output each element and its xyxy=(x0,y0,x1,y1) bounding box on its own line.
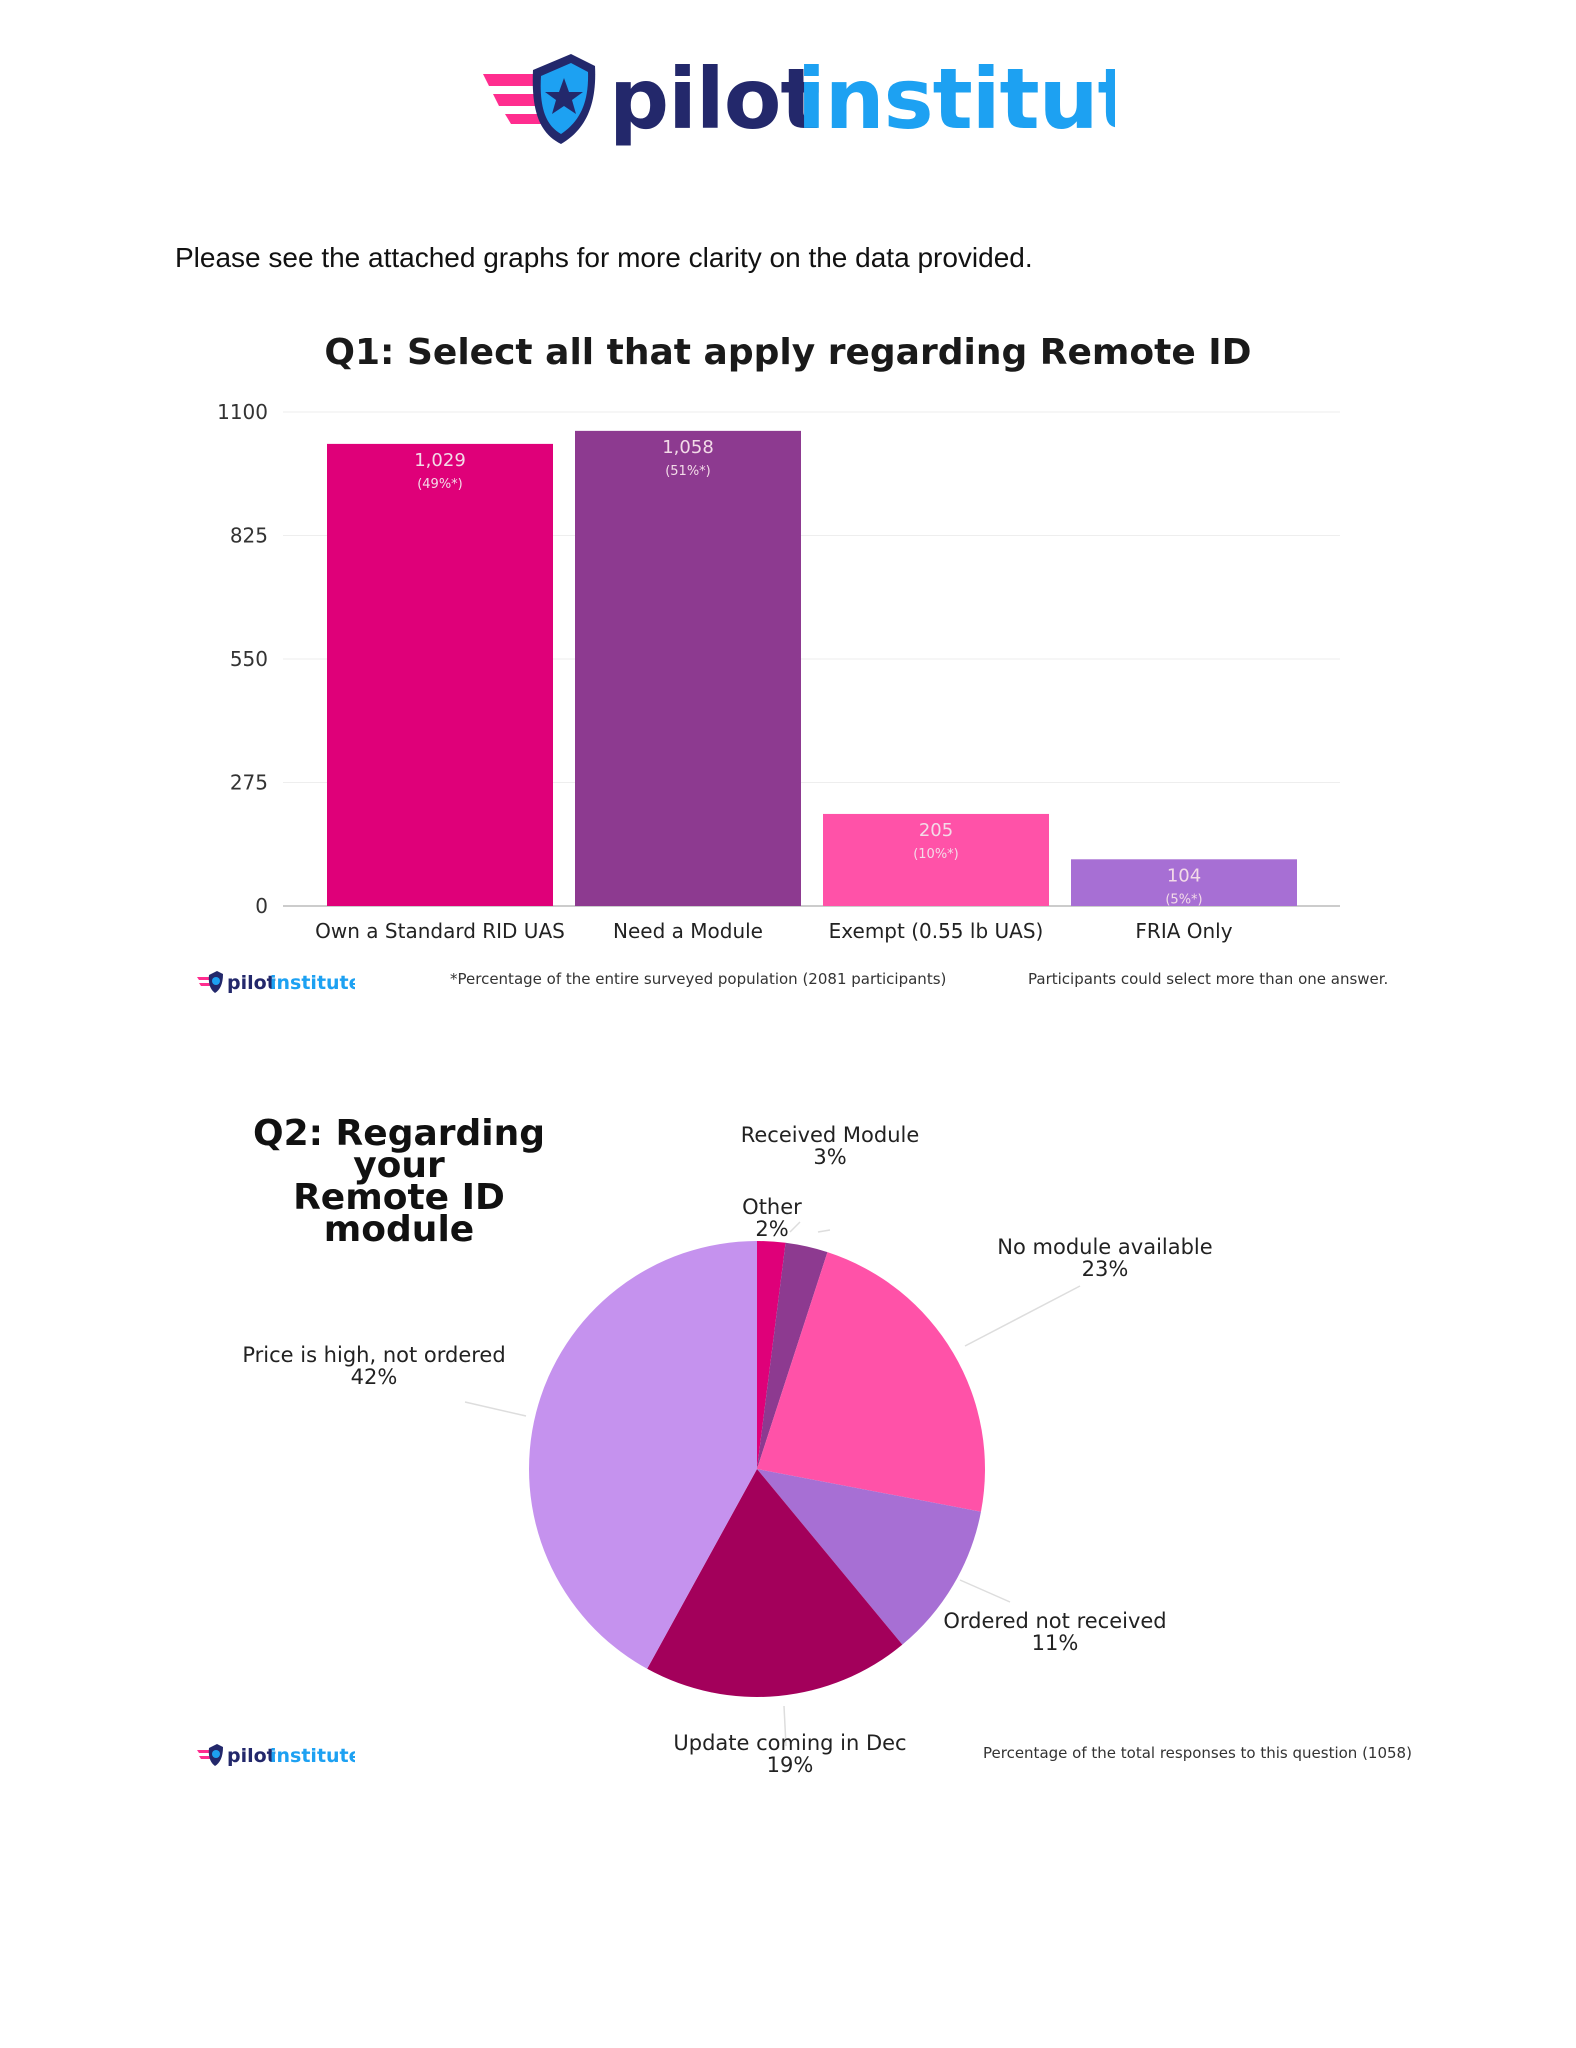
bar-percent-label: (49%*) xyxy=(417,477,463,492)
leader-line xyxy=(464,1401,527,1417)
bar xyxy=(575,430,801,906)
slice-value-label: 3% xyxy=(813,1145,846,1169)
svg-text:institute: institute xyxy=(270,1745,355,1767)
pie-slice xyxy=(529,1241,757,1669)
leader-line xyxy=(789,1221,801,1233)
pie-slice xyxy=(757,1252,986,1512)
slice-value-label: 11% xyxy=(1032,1631,1079,1655)
pie-slice xyxy=(757,1242,828,1469)
x-category-label: Own a Standard RID UAS xyxy=(315,919,565,943)
slice-label: Received Module xyxy=(741,1123,920,1147)
pie-slice xyxy=(647,1469,903,1697)
bar xyxy=(1071,859,1297,906)
pie-slice xyxy=(757,1241,786,1469)
shield-wings-icon xyxy=(483,54,596,144)
leader-line xyxy=(783,1705,787,1747)
q2-footnote: Percentage of the total responses to thi… xyxy=(983,1744,1412,1762)
svg-text:pilot: pilot xyxy=(227,972,276,994)
q1-bar-chart: 0 275 550 825 1100 1,029 (49%*) Own a Standard … xyxy=(217,400,1340,943)
q2-title-line2: Remote ID module xyxy=(293,1177,505,1250)
y-tick-label: 550 xyxy=(230,647,268,671)
bar-percent-label: (5%*) xyxy=(1165,892,1202,907)
bar xyxy=(327,443,553,906)
q1-chart-title: Q1: Select all that apply regarding Remo… xyxy=(324,332,1252,373)
svg-text:pilot: pilot xyxy=(227,1745,276,1767)
slice-label: Other xyxy=(742,1195,802,1219)
bar-value-label: 104 xyxy=(1167,865,1201,886)
y-tick-label: 0 xyxy=(255,894,268,918)
pilot-institute-small-logo-icon: pilot institute xyxy=(197,1744,362,1767)
bar-value-label: 1,058 xyxy=(662,437,714,458)
q2-footer-logo: pilot institute xyxy=(195,1738,362,1772)
leader-line xyxy=(959,1579,1011,1603)
logo-word-pilot: pilot xyxy=(609,50,820,148)
slice-label: No module available xyxy=(997,1235,1212,1259)
pilot-institute-logo: pilot institute xyxy=(483,50,1115,148)
pie-slice xyxy=(757,1469,981,1645)
leader-line xyxy=(817,1229,831,1233)
slice-value-label: 2% xyxy=(755,1217,788,1241)
intro-text: Please see the attached graphs for more … xyxy=(175,242,1033,273)
slice-label: Price is high, not ordered xyxy=(242,1343,505,1367)
bar-percent-label: (51%*) xyxy=(665,464,711,479)
slice-label: Update coming in Dec xyxy=(673,1731,906,1755)
bar-value-label: 205 xyxy=(919,820,953,841)
svg-text:institute: institute xyxy=(270,972,355,994)
bar xyxy=(823,813,1049,906)
x-category-label: Exempt (0.55 lb UAS) xyxy=(829,919,1044,943)
slice-value-label: 23% xyxy=(1082,1257,1129,1281)
q2-chart-title: Q2: Regarding your Remote ID module xyxy=(234,1113,564,1250)
q1-footnote-left: *Percentage of the entire surveyed popul… xyxy=(450,970,947,988)
x-category-label: FRIA Only xyxy=(1135,919,1232,943)
slice-label: Ordered not received xyxy=(943,1609,1166,1633)
bar-value-label: 1,029 xyxy=(414,450,466,471)
pilot-institute-small-logo-icon: pilot institute xyxy=(197,971,362,994)
y-tick-label: 825 xyxy=(230,524,268,548)
y-tick-label: 1100 xyxy=(217,400,268,424)
slice-value-label: 19% xyxy=(767,1753,814,1777)
q1-footer-logo: pilot institute xyxy=(195,965,362,999)
slice-value-label: 42% xyxy=(351,1365,398,1389)
x-category-label: Need a Module xyxy=(613,919,763,943)
leader-line xyxy=(964,1285,1081,1347)
bar-percent-label: (10%*) xyxy=(913,847,959,862)
y-tick-label: 275 xyxy=(230,771,268,795)
logo-word-institute: institute xyxy=(797,50,1115,148)
q1-footnote-right: Participants could select more than one … xyxy=(1028,970,1389,988)
q2-title-line1: Q2: Regarding your xyxy=(252,1113,546,1186)
